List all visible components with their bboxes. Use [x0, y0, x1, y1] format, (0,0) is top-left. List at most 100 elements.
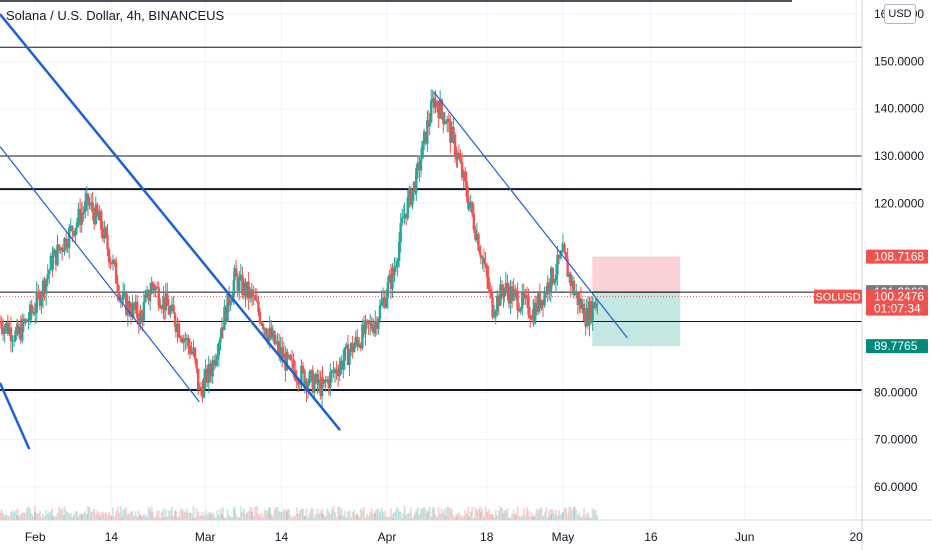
volume-bar — [221, 513, 224, 520]
candle-body — [273, 330, 276, 344]
candle-body — [349, 343, 353, 353]
volume-bar — [151, 511, 154, 520]
currency-button[interactable]: USD — [884, 4, 916, 24]
volume-bar — [61, 508, 64, 520]
volume-bar — [472, 517, 475, 520]
volume-bar — [511, 514, 514, 520]
volume-bar — [361, 510, 364, 520]
volume-bar — [8, 516, 11, 520]
volume-bar — [11, 510, 14, 520]
volume-bar — [401, 517, 404, 520]
volume-bar — [416, 506, 419, 520]
volume-bar — [340, 508, 343, 520]
volume-bar — [98, 516, 101, 520]
x-tick-label: 16 — [644, 530, 658, 544]
volume-bar — [596, 515, 599, 520]
candle-body — [48, 270, 51, 275]
volume-bar — [434, 514, 437, 520]
candle-body — [16, 323, 19, 335]
volume-bar — [323, 514, 326, 520]
x-tick-label: Apr — [378, 530, 397, 544]
candle-body — [321, 377, 324, 384]
candle-body — [434, 100, 437, 108]
candle-body — [572, 280, 576, 296]
candle-body — [378, 305, 382, 319]
candle-body — [241, 274, 244, 295]
candle-body — [503, 288, 506, 297]
candle-body — [330, 370, 334, 373]
volume-bar — [324, 516, 327, 520]
candle-body — [11, 340, 14, 342]
volume-bar — [326, 508, 329, 520]
volume-bar — [527, 510, 530, 520]
candle-body — [41, 280, 45, 298]
volume-bar — [316, 508, 319, 520]
volume-bar — [85, 514, 88, 520]
candle-body — [290, 359, 294, 361]
volume-bar — [590, 517, 593, 520]
volume-bar — [321, 513, 324, 520]
volume-bar — [274, 507, 277, 520]
volume-bar — [160, 511, 163, 520]
candle-body — [261, 324, 265, 330]
volume-bar — [14, 510, 17, 520]
symbol-tag: SOLUSD — [815, 292, 860, 304]
candle-body — [426, 120, 430, 127]
candle-body — [522, 291, 526, 299]
candle-body — [557, 254, 561, 259]
candle-body — [238, 277, 241, 292]
candle-body — [204, 368, 207, 379]
candle-body — [553, 280, 556, 284]
volume-bar — [364, 517, 367, 520]
candle-body — [123, 293, 126, 295]
volume-bar — [129, 511, 132, 520]
volume-bar — [115, 510, 118, 520]
volume-bar — [455, 513, 458, 520]
candle-body — [573, 293, 576, 296]
candle-body — [286, 351, 289, 358]
volume-bar — [276, 507, 279, 520]
candle-body — [346, 344, 350, 365]
candle-body — [453, 135, 457, 157]
candle-body — [201, 389, 204, 398]
candle-body — [491, 297, 494, 318]
candle-body — [169, 309, 172, 315]
volume-bar — [359, 508, 362, 520]
candle-body — [24, 319, 27, 324]
candle-body — [500, 284, 504, 293]
candle-body — [74, 228, 77, 236]
volume-bar — [490, 513, 493, 520]
candle-body — [100, 211, 103, 230]
volume-bar — [282, 508, 285, 520]
volume-bar — [446, 506, 449, 520]
volume-bar — [353, 509, 356, 520]
volume-bar — [313, 517, 316, 520]
volume-bar — [506, 507, 509, 520]
candle-body — [359, 344, 363, 349]
volume-bar — [424, 509, 427, 520]
volume-bar — [477, 508, 480, 520]
candle-body — [14, 329, 17, 341]
volume-bar — [537, 510, 540, 520]
candle-body — [566, 258, 569, 277]
candle-body — [396, 260, 399, 267]
candle-body — [593, 302, 596, 308]
candle-body — [340, 361, 343, 370]
candle-body — [571, 280, 574, 286]
candle-body — [465, 181, 468, 197]
volume-bar — [178, 516, 181, 520]
volume-bar — [133, 515, 136, 520]
volume-bar — [188, 512, 191, 520]
candle-body — [107, 249, 111, 263]
volume-bar — [101, 511, 104, 520]
candle-body — [119, 297, 122, 300]
candle-body — [575, 292, 578, 294]
volume-bar — [273, 509, 276, 520]
volume-bar — [423, 507, 426, 520]
volume-bar — [233, 506, 236, 520]
volume-bar — [467, 506, 470, 520]
candle-body — [187, 337, 190, 346]
volume-bar — [35, 513, 38, 520]
volume-bar — [566, 513, 569, 520]
